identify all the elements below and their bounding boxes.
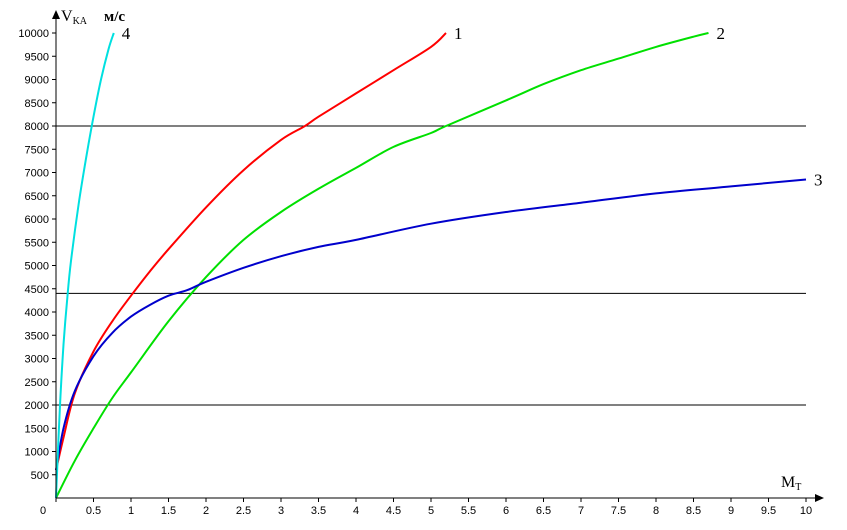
tick-labels: 0 0.5 1 1.5 2 2.5 3 3.5 4 4.5 5 5.5 6 6.5 7 7.5 8 8.5 9 9.5… xyxy=(18,28,812,517)
series-label-1: 1 xyxy=(454,24,463,43)
x-tick-label: 5.5 xyxy=(461,505,476,517)
y-tick-label: 6000 xyxy=(25,214,49,226)
x-tick-label: 4 xyxy=(353,505,359,517)
y-tick-label: 1500 xyxy=(25,423,49,435)
x-axis-arrow xyxy=(815,494,824,502)
x-tick-label: 10 xyxy=(800,505,812,517)
y-tick-label: 8500 xyxy=(25,98,49,110)
x-tick-label: 1 xyxy=(128,505,134,517)
series-lines xyxy=(55,32,807,499)
y-tick-label: 9500 xyxy=(25,51,49,63)
y-tick-label: 5500 xyxy=(25,237,49,249)
x-tick-label: 5 xyxy=(428,505,434,517)
x-tick-label: 2 xyxy=(203,505,209,517)
x-tick-label: 4.5 xyxy=(386,505,401,517)
series-label-3: 3 xyxy=(814,170,823,189)
y-tick-label: 4000 xyxy=(25,307,49,319)
x-tick-label: 8 xyxy=(653,505,659,517)
y-axis-title: VKA xyxy=(61,8,88,27)
series-labels: 1 2 3 4 xyxy=(122,24,823,189)
x-tick-label: 0 xyxy=(40,505,46,517)
series-label-4: 4 xyxy=(122,24,131,43)
x-tick-label: 2.5 xyxy=(236,505,251,517)
series-label-2: 2 xyxy=(717,24,726,43)
y-tick-label: 1000 xyxy=(25,447,49,459)
x-tick-label: 7 xyxy=(578,505,584,517)
x-tick-label: 6.5 xyxy=(536,505,551,517)
y-axis-unit: м/с xyxy=(104,9,125,25)
x-tick-label: 7.5 xyxy=(611,505,626,517)
y-axis-arrow xyxy=(52,10,60,19)
y-tick-label: 7500 xyxy=(25,144,49,156)
x-tick-label: 0.5 xyxy=(86,505,101,517)
y-tick-label: 7000 xyxy=(25,168,49,180)
x-tick-label: 6 xyxy=(503,505,509,517)
y-tick-label: 8000 xyxy=(25,121,49,133)
series-line-4 xyxy=(55,32,115,499)
x-tick-label: 9.5 xyxy=(761,505,776,517)
series-line-1 xyxy=(55,32,447,471)
x-axis-title: MT xyxy=(781,474,801,493)
series-line-2 xyxy=(55,32,709,499)
reference-lines xyxy=(56,125,806,406)
y-tick-label: 10000 xyxy=(18,28,49,40)
y-tick-label: 4500 xyxy=(25,284,49,296)
y-tick-label: 500 xyxy=(31,470,49,482)
y-tick-label: 9000 xyxy=(25,75,49,87)
x-tick-label: 8.5 xyxy=(686,505,701,517)
series-line-3 xyxy=(55,178,807,471)
x-tick-label: 3.5 xyxy=(311,505,326,517)
y-tick-label: 3000 xyxy=(25,354,49,366)
y-tick-label: 2000 xyxy=(25,400,49,412)
tick-marks xyxy=(52,32,807,502)
axes xyxy=(52,10,824,502)
y-tick-label: 6500 xyxy=(25,191,49,203)
x-tick-label: 9 xyxy=(728,505,734,517)
y-tick-label: 3500 xyxy=(25,330,49,342)
x-tick-label: 1.5 xyxy=(161,505,176,517)
x-tick-label: 3 xyxy=(278,505,284,517)
y-tick-label: 2500 xyxy=(25,377,49,389)
y-tick-label: 5000 xyxy=(25,261,49,273)
